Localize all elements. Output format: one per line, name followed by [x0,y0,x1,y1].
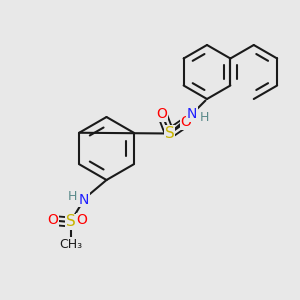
Text: O: O [181,115,191,129]
Text: CH₃: CH₃ [59,238,82,251]
Text: N: N [79,193,89,206]
Text: O: O [157,107,167,121]
Text: O: O [47,214,58,227]
Text: H: H [199,111,209,124]
Text: O: O [76,214,87,227]
Text: N: N [187,107,197,121]
Text: S: S [165,126,174,141]
Text: S: S [66,214,75,230]
Text: H: H [68,190,77,203]
